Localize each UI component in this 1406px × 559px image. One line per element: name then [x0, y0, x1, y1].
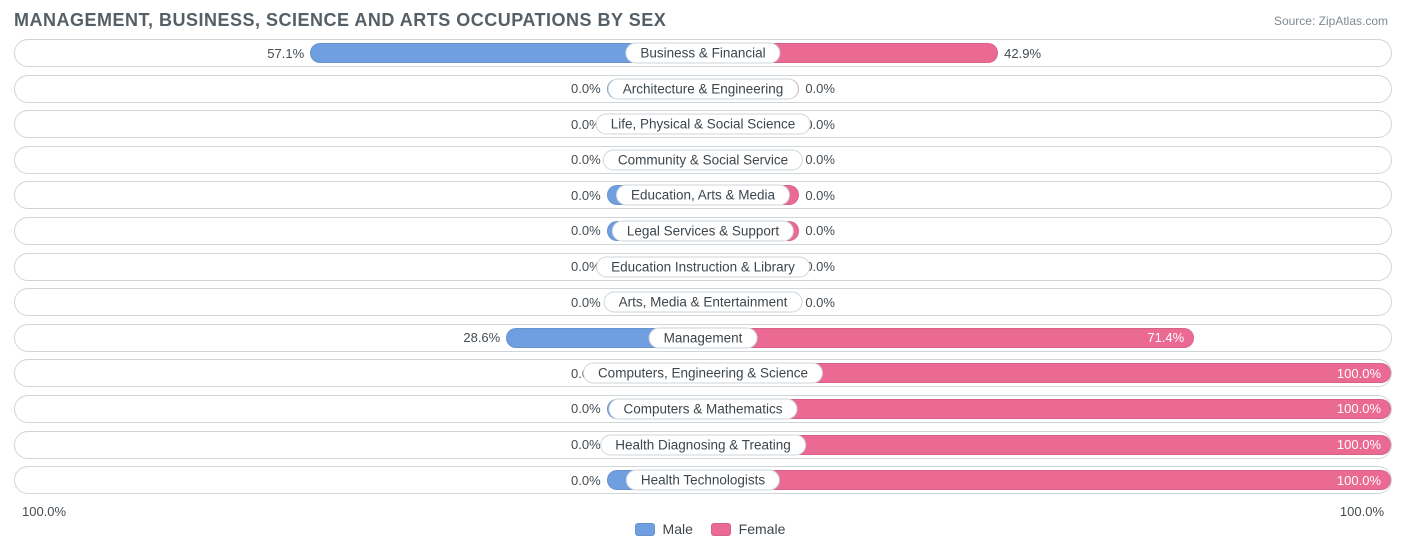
category-label: Arts, Media & Entertainment: [604, 292, 803, 313]
category-label: Health Diagnosing & Treating: [600, 434, 806, 455]
category-label: Community & Social Service: [603, 149, 803, 170]
male-value: 0.0%: [571, 289, 607, 315]
male-value: 0.0%: [571, 76, 607, 102]
male-value: 0.0%: [571, 218, 607, 244]
axis-left-label: 100.0%: [22, 504, 66, 519]
chart-source: Source: ZipAtlas.com: [1274, 14, 1388, 28]
chart-title: MANAGEMENT, BUSINESS, SCIENCE AND ARTS O…: [14, 10, 1392, 31]
female-value: 0.0%: [799, 147, 835, 173]
female-value: 100.0%: [703, 467, 1391, 493]
legend-swatch-female: [711, 523, 731, 536]
x-axis: 100.0% 100.0%: [14, 502, 1392, 519]
bar-row: 0.0%0.0%Life, Physical & Social Science: [14, 110, 1392, 138]
bar-row: 0.0% 0.0%Community & Social Service: [14, 146, 1392, 174]
female-value: 0.0%: [799, 182, 835, 208]
legend-label-female: Female: [739, 521, 786, 537]
bar-row: 0.0% 0.0%Architecture & Engineering: [14, 75, 1392, 103]
diverging-bar-chart: 57.1%42.9%Business & Financial0.0%0.0%Ar…: [14, 39, 1392, 494]
category-label: Computers & Mathematics: [608, 398, 797, 419]
category-label: Education, Arts & Media: [616, 185, 790, 206]
legend: Male Female: [14, 521, 1392, 537]
female-value: 71.4%: [703, 325, 1194, 351]
bar-row: 0.0% 0.0%Arts, Media & Entertainment: [14, 288, 1392, 316]
category-label: Life, Physical & Social Science: [596, 114, 811, 135]
male-value: 0.0%: [571, 182, 607, 208]
legend-label-male: Male: [663, 521, 693, 537]
female-value: 0.0%: [799, 76, 835, 102]
female-value: 42.9%: [998, 40, 1041, 66]
category-label: Legal Services & Support: [612, 220, 794, 241]
category-label: Computers, Engineering & Science: [583, 363, 823, 384]
bar-row: 0.0% 100.0%Computers & Mathematics: [14, 395, 1392, 423]
bar-row: 57.1% 42.9% Business & Financial: [14, 39, 1392, 67]
category-label: Business & Financial: [625, 43, 780, 64]
category-label: Architecture & Engineering: [608, 78, 799, 99]
bar-row: 0.0%100.0%Health Diagnosing & Treating: [14, 431, 1392, 459]
category-label: Education Instruction & Library: [596, 256, 810, 277]
female-value: 100.0%: [703, 432, 1391, 458]
male-value: 28.6%: [463, 325, 506, 351]
bar-row: 0.0% 0.0% Education, Arts & Media: [14, 181, 1392, 209]
female-value: 0.0%: [799, 218, 835, 244]
male-value: 0.0%: [571, 467, 607, 493]
male-value: 0.0%: [571, 396, 607, 422]
bar-row: 0.0%0.0%Education Instruction & Library: [14, 253, 1392, 281]
bar-row: 0.0% 100.0%Health Technologists: [14, 466, 1392, 494]
female-value: 100.0%: [703, 396, 1391, 422]
bar-row: 0.0% 0.0%Legal Services & Support: [14, 217, 1392, 245]
male-value: 0.0%: [571, 147, 607, 173]
bar-row: 0.0%100.0%Computers, Engineering & Scien…: [14, 359, 1392, 387]
legend-swatch-male: [635, 523, 655, 536]
bar-row: 28.6% 71.4%Management: [14, 324, 1392, 352]
male-value: 57.1%: [267, 40, 310, 66]
category-label: Management: [649, 327, 758, 348]
female-value: 0.0%: [799, 289, 835, 315]
category-label: Health Technologists: [626, 470, 780, 491]
axis-right-label: 100.0%: [1340, 504, 1384, 519]
